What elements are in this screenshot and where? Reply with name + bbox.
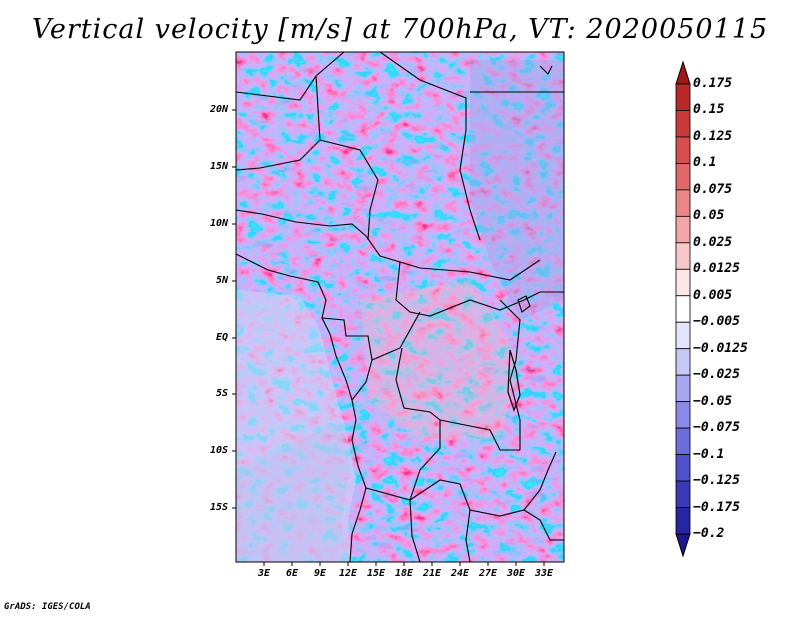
colorbar-swatch [675, 163, 691, 191]
colorbar-label: −0.175 [693, 499, 740, 515]
lat-label-15n: 15N [209, 161, 228, 172]
colorbar-label: −0.025 [693, 367, 740, 383]
colorbar-label: 0.05 [693, 208, 725, 224]
colorbar-swatch [675, 83, 691, 111]
colorbar-arrow-bottom [675, 533, 691, 558]
colorbar-label: 0.005 [693, 287, 733, 303]
colorbar-label: 0.0125 [693, 261, 740, 277]
lat-label-5n: 5N [215, 275, 228, 286]
colorbar-swatch [675, 242, 691, 270]
colorbar-swatch [675, 189, 691, 217]
lat-label-5s: 5S [215, 388, 228, 399]
colorbar-label: −0.1 [693, 446, 725, 462]
lon-label-3e: 3E [257, 568, 271, 579]
colorbar-swatch [675, 348, 691, 376]
colorbar-label: −0.0125 [693, 340, 748, 356]
colorbar-swatch [675, 268, 691, 297]
software-credit: GrADS: IGES/COLA [4, 602, 91, 612]
colorbar-swatch [675, 427, 691, 455]
colorbar-label: 0.15 [693, 102, 725, 118]
colorbar-arrow-top [675, 60, 691, 85]
colorbar-swatch [675, 295, 691, 323]
colorbar-swatch [675, 454, 691, 482]
lon-label-27e: 27E [478, 568, 498, 579]
colorbar-label: −0.075 [693, 420, 740, 436]
colorbar-label: 0.175 [693, 76, 733, 91]
lon-label-18e: 18E [394, 568, 414, 579]
lon-label-30e: 30E [506, 568, 526, 579]
lon-label-6e: 6E [285, 568, 299, 579]
colorbar-swatch [675, 374, 691, 403]
colorbar [675, 60, 691, 558]
axis-ticks [232, 109, 545, 566]
map-frame [235, 51, 565, 563]
colorbar-swatch [675, 480, 691, 508]
colorbar-swatch [675, 321, 691, 350]
colorbar-label: 0.125 [693, 128, 733, 144]
lon-label-15e: 15E [366, 568, 386, 579]
colorbar-label: −0.125 [693, 473, 740, 489]
colorbar-swatch [675, 215, 691, 244]
lon-label-24e: 24E [450, 568, 470, 579]
velocity-field [236, 52, 564, 562]
lon-label-33e: 33E [534, 568, 554, 579]
colorbar-label: 0.1 [693, 155, 717, 171]
colorbar-label: −0.05 [693, 393, 733, 409]
lat-label-10s: 10S [209, 445, 228, 456]
colorbar-label: 0.075 [693, 181, 733, 197]
colorbar-label: −0.2 [693, 526, 725, 541]
country-borders [236, 52, 564, 562]
lat-label-eq: EQ [215, 332, 228, 343]
lon-label-12e: 12E [338, 568, 358, 579]
colorbar-label: −0.005 [693, 314, 740, 330]
colorbar-label: 0.025 [693, 234, 733, 250]
lat-label-10n: 10N [209, 218, 228, 229]
lat-label-15s: 15S [209, 502, 228, 513]
map-title: Vertical velocity [m/s] at 700hPa, VT: 2… [31, 14, 769, 45]
colorbar-swatch [675, 507, 691, 535]
lon-label-9e: 9E [313, 568, 327, 579]
colorbar-swatch [675, 136, 691, 164]
colorbar-swatch [675, 110, 691, 138]
colorbar-swatch [675, 401, 691, 429]
lon-label-21e: 21E [422, 568, 442, 579]
lat-label-20n: 20N [209, 104, 228, 115]
